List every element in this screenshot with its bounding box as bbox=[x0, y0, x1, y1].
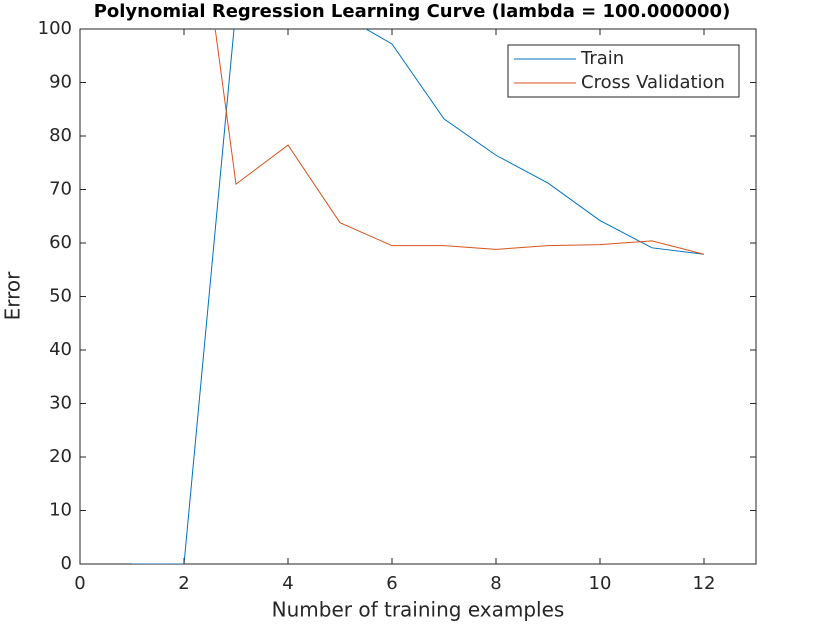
x-tick-label: 6 bbox=[386, 573, 397, 594]
legend-label: Train bbox=[580, 48, 624, 69]
plot-area bbox=[79, 28, 757, 565]
y-tick-label: 70 bbox=[49, 179, 72, 200]
y-tick-label: 10 bbox=[49, 500, 72, 521]
x-tick-label: 4 bbox=[282, 573, 293, 594]
y-tick-label: 20 bbox=[49, 446, 72, 467]
y-tick-label: 90 bbox=[49, 72, 72, 93]
legend-label: Cross Validation bbox=[581, 72, 725, 93]
x-axis-label: Number of training examples bbox=[272, 598, 565, 622]
y-axis-label: Error bbox=[1, 271, 25, 321]
chart-title: Polynomial Regression Learning Curve (la… bbox=[94, 1, 731, 22]
y-tick-label: 0 bbox=[61, 553, 72, 574]
y-tick-label: 30 bbox=[49, 393, 72, 414]
y-tick-label: 40 bbox=[49, 339, 72, 360]
y-tick-label: 60 bbox=[49, 232, 72, 253]
legend-box bbox=[507, 44, 740, 98]
y-tick-label: 80 bbox=[49, 125, 72, 146]
y-tick-label: 50 bbox=[49, 286, 72, 307]
series-line bbox=[214, 29, 705, 255]
x-tick-label: 8 bbox=[490, 573, 501, 594]
lines bbox=[132, 29, 705, 564]
x-tick-label: 2 bbox=[178, 573, 189, 594]
series-line bbox=[132, 29, 705, 564]
y-tick-label: 100 bbox=[38, 18, 72, 39]
x-tick-label: 0 bbox=[74, 573, 85, 594]
x-tick-label: 12 bbox=[693, 573, 716, 594]
x-tick-label: 10 bbox=[589, 573, 612, 594]
